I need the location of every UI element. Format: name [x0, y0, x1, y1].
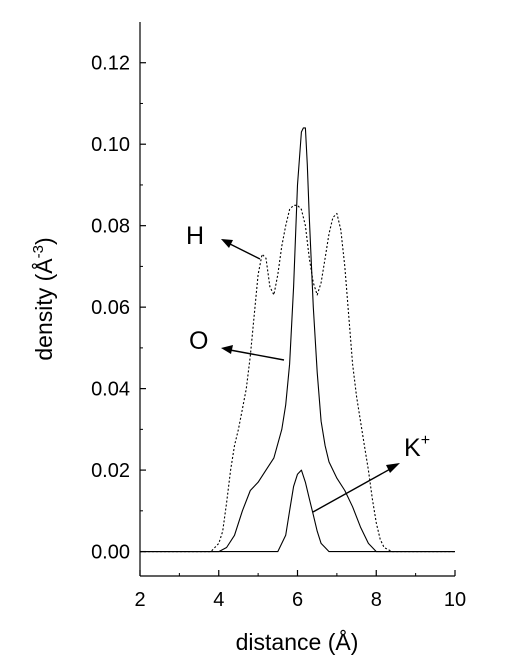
series-line-3 — [140, 469, 455, 553]
series-line-1 — [140, 204, 455, 553]
y-tick-label: 0.12 — [91, 53, 130, 75]
y-axis-title-main: density (Å — [30, 258, 57, 361]
x-tick-label: 6 — [292, 589, 303, 611]
y-tick-label: 0.10 — [91, 134, 130, 156]
y-tick-label: 0.02 — [91, 460, 130, 482]
annotation-k-main: K — [404, 434, 421, 462]
x-tick-label: 8 — [371, 589, 382, 611]
y-axis-title-text: density (Å-3) — [30, 237, 57, 360]
annotation-k: K+ — [312, 432, 430, 513]
annotation-k-label: K+ — [404, 432, 430, 462]
y-ticks: 0.00 0.02 0.04 0.06 0.08 0.10 0.12 — [91, 53, 146, 564]
x-tick-label: 4 — [213, 589, 224, 611]
annotation-h: H — [186, 222, 261, 260]
y-tick-label: 0.08 — [91, 216, 130, 238]
series-layer — [140, 127, 455, 553]
y-axis-title-sup: -3 — [30, 245, 47, 258]
x-axis-title: distance (Å) — [236, 628, 359, 655]
y-axis-title: density (Å-3) — [30, 237, 57, 360]
annotation-k-arrow — [312, 467, 393, 513]
x-axis-title-text: distance (Å) — [236, 628, 359, 655]
y-tick-label: 0.00 — [91, 542, 130, 564]
annotation-h-arrowhead — [221, 239, 233, 248]
y-axis-title-close: ) — [31, 237, 57, 245]
series-line-2 — [140, 127, 455, 553]
y-tick-label: 0.04 — [91, 379, 130, 401]
annotation-o-arrow — [229, 349, 285, 361]
annotation-k-arrowhead — [386, 463, 400, 473]
annotation-h-arrow — [227, 242, 261, 260]
x-tick-label: 10 — [444, 589, 466, 611]
x-ticks: 2 4 6 8 10 — [134, 570, 466, 611]
y-tick-label: 0.06 — [91, 297, 130, 319]
x-tick-label: 2 — [134, 589, 145, 611]
annotation-h-label: H — [186, 222, 204, 250]
annotation-o-arrowhead — [221, 345, 233, 354]
annotation-k-sup: + — [421, 432, 430, 449]
annotation-o: O — [189, 327, 285, 361]
annotation-o-label: O — [189, 327, 208, 355]
plot-area: 0.00 0.02 0.04 0.06 0.08 0.10 0.12 2 4 6 8 10 — [91, 22, 466, 611]
